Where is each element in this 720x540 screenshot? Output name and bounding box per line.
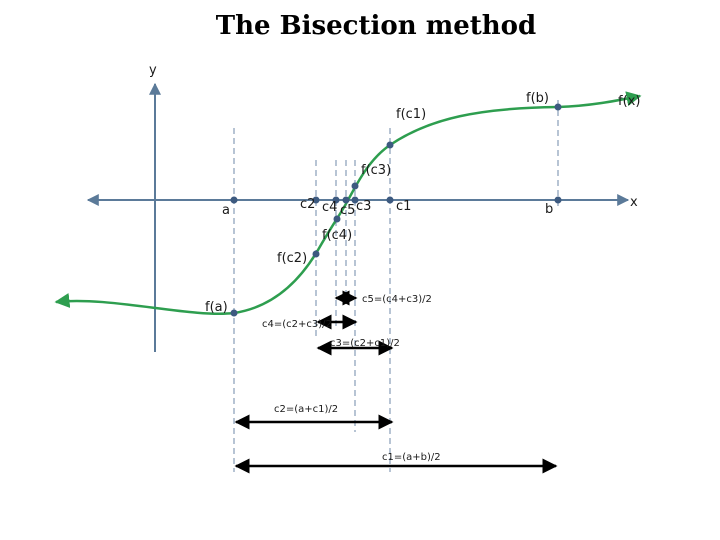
curve-points: [230, 103, 562, 317]
label-fb: f(b): [526, 91, 549, 106]
guide-lines: [233, 100, 559, 472]
point-b: [554, 196, 562, 204]
x-axis-label: x: [630, 195, 638, 210]
interval-c3-label: c3=(c2+c1)/2: [330, 338, 400, 349]
label-fc4: f(c4): [322, 228, 352, 243]
interval-arrows: [234, 290, 558, 474]
point-a: [230, 196, 238, 204]
point-fc4: [333, 215, 341, 223]
interval-c1-label: c1=(a+b)/2: [382, 452, 441, 463]
label-c1: c1: [396, 199, 411, 214]
interval-c2-label: c2=(a+c1)/2: [274, 404, 338, 415]
point-fc1: [386, 141, 394, 149]
label-b: b: [545, 202, 553, 217]
label-c2: c2: [300, 197, 315, 212]
curve-label: f(x): [618, 94, 640, 109]
page-title: The Bisection method: [216, 11, 536, 41]
label-fc2: f(c2): [277, 251, 307, 266]
point-c3: [351, 196, 359, 204]
point-c1: [386, 196, 394, 204]
label-c3: c3: [356, 199, 371, 214]
label-fa: f(a): [205, 300, 228, 315]
label-fc1: f(c1): [396, 107, 426, 122]
label-c5: c5: [340, 203, 355, 218]
label-fc3: f(c3): [361, 163, 391, 178]
interval-c5-label: c5=(c4+c3)/2: [362, 294, 432, 305]
point-fb: [554, 103, 562, 111]
y-axis-label: y: [149, 63, 157, 78]
x-axis-points: [230, 196, 562, 204]
point-c5: [342, 196, 350, 204]
point-c2: [312, 196, 320, 204]
point-c4: [332, 196, 340, 204]
point-fc2: [312, 250, 320, 258]
label-c4: c4: [322, 200, 337, 215]
label-a: a: [222, 203, 230, 218]
interval-c4-label: c4=(c2+c3)/2: [262, 319, 332, 330]
point-fc3: [351, 182, 359, 190]
point-fa: [230, 309, 238, 317]
